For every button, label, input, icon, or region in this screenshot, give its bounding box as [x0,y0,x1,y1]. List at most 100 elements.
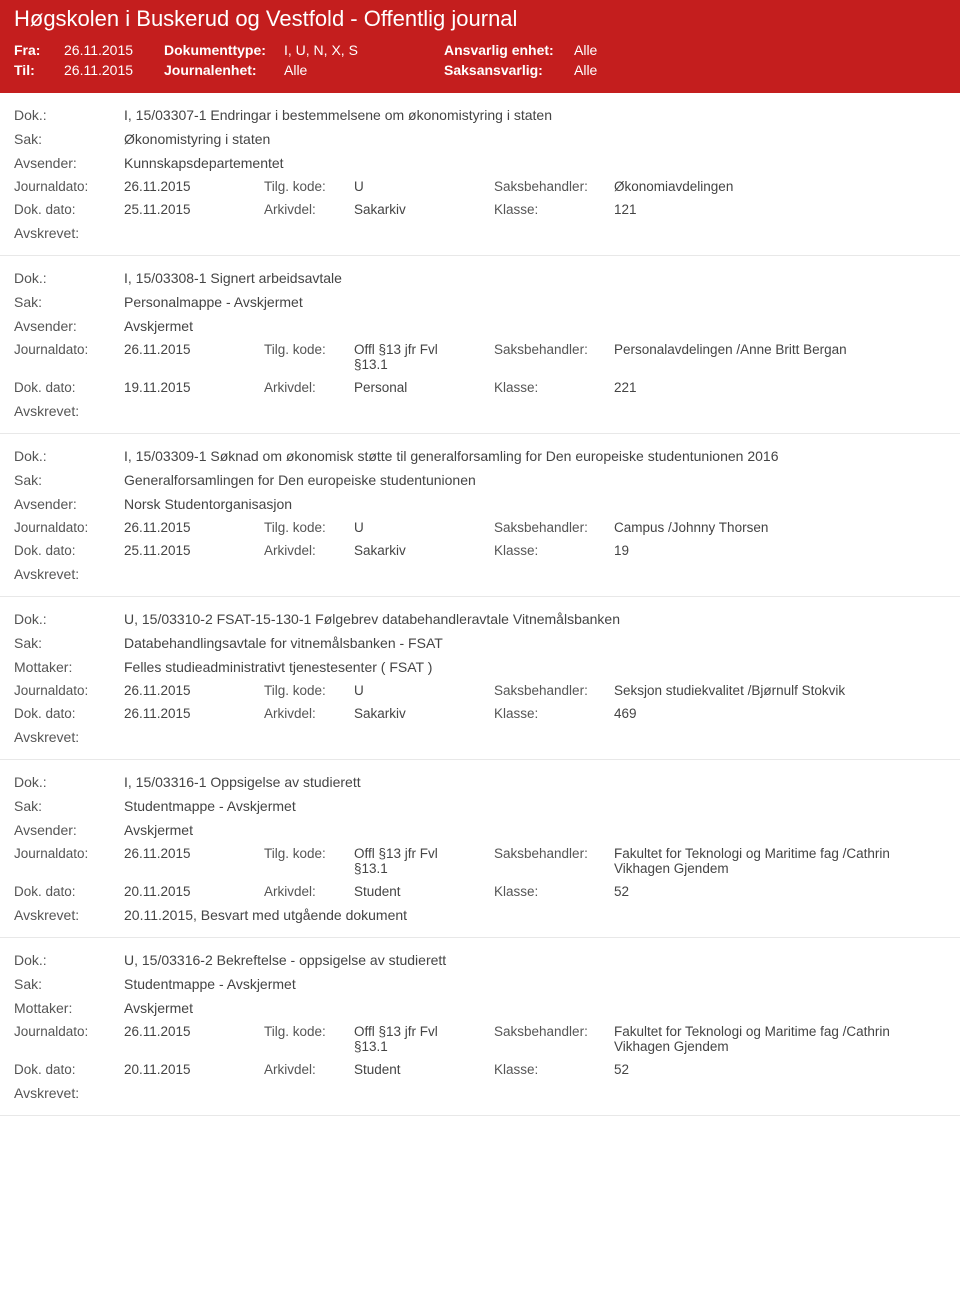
avskrevet-label: Avskrevet: [14,566,124,582]
tilg-kode-value: U [354,179,494,194]
dok-label: Dok.: [14,270,124,286]
party-label: Avsender: [14,822,124,838]
party-label: Avsender: [14,155,124,171]
dok-label: Dok.: [14,107,124,123]
dok-dato-label: Dok. dato: [14,706,124,721]
page-title: Høgskolen i Buskerud og Vestfold - Offen… [14,6,946,32]
sak-value: Generalforsamlingen for Den europeiske s… [124,472,946,488]
journaldato-value: 26.11.2015 [124,179,264,194]
dok-label: Dok.: [14,774,124,790]
dok-value: I, 15/03309-1 Søknad om økonomisk støtte… [124,448,946,464]
avskrevet-label: Avskrevet: [14,1085,124,1101]
journaldato-label: Journaldato: [14,846,124,876]
page-header: Høgskolen i Buskerud og Vestfold - Offen… [0,0,960,93]
sak-label: Sak: [14,635,124,651]
party-label: Avsender: [14,496,124,512]
party-label: Avsender: [14,318,124,334]
klasse-value: 19 [614,543,653,558]
avskrevet-value [124,1085,946,1101]
journaldato-value: 26.11.2015 [124,342,264,372]
saksbehandler-label: Saksbehandler: [494,1024,614,1054]
avskrevet-label: Avskrevet: [14,403,124,419]
saksbehandler-value: Personalavdelingen /Anne Britt Bergan [614,342,871,372]
arkivdel-label: Arkivdel: [264,202,354,217]
dok-dato-value: 25.11.2015 [124,202,264,217]
klasse-label: Klasse: [494,543,614,558]
klasse-value: 52 [614,884,653,899]
dok-dato-label: Dok. dato: [14,380,124,395]
arkivdel-value: Student [354,884,494,899]
sak-label: Sak: [14,131,124,147]
tilg-kode-value: U [354,520,494,535]
til-label: Til: [14,60,64,80]
arkivdel-value: Student [354,1062,494,1077]
saksansvarlig-value: Alle [574,60,654,80]
party-value: Avskjermet [124,822,946,838]
dok-value: I, 15/03307-1 Endringar i bestemmelsene … [124,107,946,123]
sak-label: Sak: [14,294,124,310]
sak-label: Sak: [14,472,124,488]
entries-list: Dok.:I, 15/03307-1 Endringar i bestemmel… [0,93,960,1116]
saksbehandler-label: Saksbehandler: [494,179,614,194]
klasse-value: 469 [614,706,661,721]
arkivdel-label: Arkivdel: [264,884,354,899]
klasse-value: 121 [614,202,661,217]
saksbehandler-label: Saksbehandler: [494,683,614,698]
journaldato-value: 26.11.2015 [124,683,264,698]
tilg-kode-label: Tilg. kode: [264,683,354,698]
dok-label: Dok.: [14,611,124,627]
avskrevet-label: Avskrevet: [14,729,124,745]
saksbehandler-label: Saksbehandler: [494,846,614,876]
tilg-kode-label: Tilg. kode: [264,342,354,372]
journaldato-value: 26.11.2015 [124,520,264,535]
arkivdel-value: Sakarkiv [354,543,494,558]
party-label: Mottaker: [14,659,124,675]
party-value: Avskjermet [124,318,946,334]
sak-value: Studentmappe - Avskjermet [124,976,946,992]
avskrevet-value [124,403,946,419]
journaldato-value: 26.11.2015 [124,1024,264,1054]
party-label: Mottaker: [14,1000,124,1016]
dok-dato-value: 20.11.2015 [124,1062,264,1077]
dokumenttype-label: Dokumenttype: [164,40,284,60]
saksbehandler-value: Seksjon studiekvalitet /Bjørnulf Stokvik [614,683,869,698]
journal-entry: Dok.:I, 15/03308-1 Signert arbeidsavtale… [0,256,960,434]
party-value: Kunnskapsdepartementet [124,155,946,171]
saksbehandler-value: Økonomiavdelingen [614,179,757,194]
til-value: 26.11.2015 [64,60,164,80]
party-value: Felles studieadministrativt tjenestesent… [124,659,946,675]
arkivdel-value: Sakarkiv [354,202,494,217]
journal-entry: Dok.:I, 15/03307-1 Endringar i bestemmel… [0,93,960,256]
header-filter-row-2: Til: 26.11.2015 Journalenhet: Alle Saksa… [14,60,946,80]
sak-value: Økonomistyring i staten [124,131,946,147]
fra-label: Fra: [14,40,64,60]
klasse-value: 52 [614,1062,653,1077]
sak-value: Studentmappe - Avskjermet [124,798,946,814]
journal-entry: Dok.:I, 15/03309-1 Søknad om økonomisk s… [0,434,960,597]
party-value: Norsk Studentorganisasjon [124,496,946,512]
journal-entry: Dok.:U, 15/03316-2 Bekreftelse - oppsige… [0,938,960,1116]
dok-dato-label: Dok. dato: [14,884,124,899]
klasse-value: 221 [614,380,661,395]
klasse-label: Klasse: [494,202,614,217]
tilg-kode-value: Offl §13 jfr Fvl §13.1 [354,1024,494,1054]
journaldato-value: 26.11.2015 [124,846,264,876]
party-value: Avskjermet [124,1000,946,1016]
klasse-label: Klasse: [494,380,614,395]
ansvarlig-enhet-label: Ansvarlig enhet: [444,40,574,60]
klasse-label: Klasse: [494,706,614,721]
tilg-kode-label: Tilg. kode: [264,1024,354,1054]
fra-value: 26.11.2015 [64,40,164,60]
journal-entry: Dok.:U, 15/03310-2 FSAT-15-130-1 Følgebr… [0,597,960,760]
sak-value: Databehandlingsavtale for vitnemålsbanke… [124,635,946,651]
journaldato-label: Journaldato: [14,683,124,698]
dok-dato-label: Dok. dato: [14,1062,124,1077]
dok-value: U, 15/03310-2 FSAT-15-130-1 Følgebrev da… [124,611,946,627]
arkivdel-value: Sakarkiv [354,706,494,721]
saksbehandler-value: Campus /Johnny Thorsen [614,520,792,535]
dok-dato-value: 19.11.2015 [124,380,264,395]
journaldato-label: Journaldato: [14,342,124,372]
sak-label: Sak: [14,798,124,814]
avskrevet-label: Avskrevet: [14,225,124,241]
arkivdel-label: Arkivdel: [264,706,354,721]
